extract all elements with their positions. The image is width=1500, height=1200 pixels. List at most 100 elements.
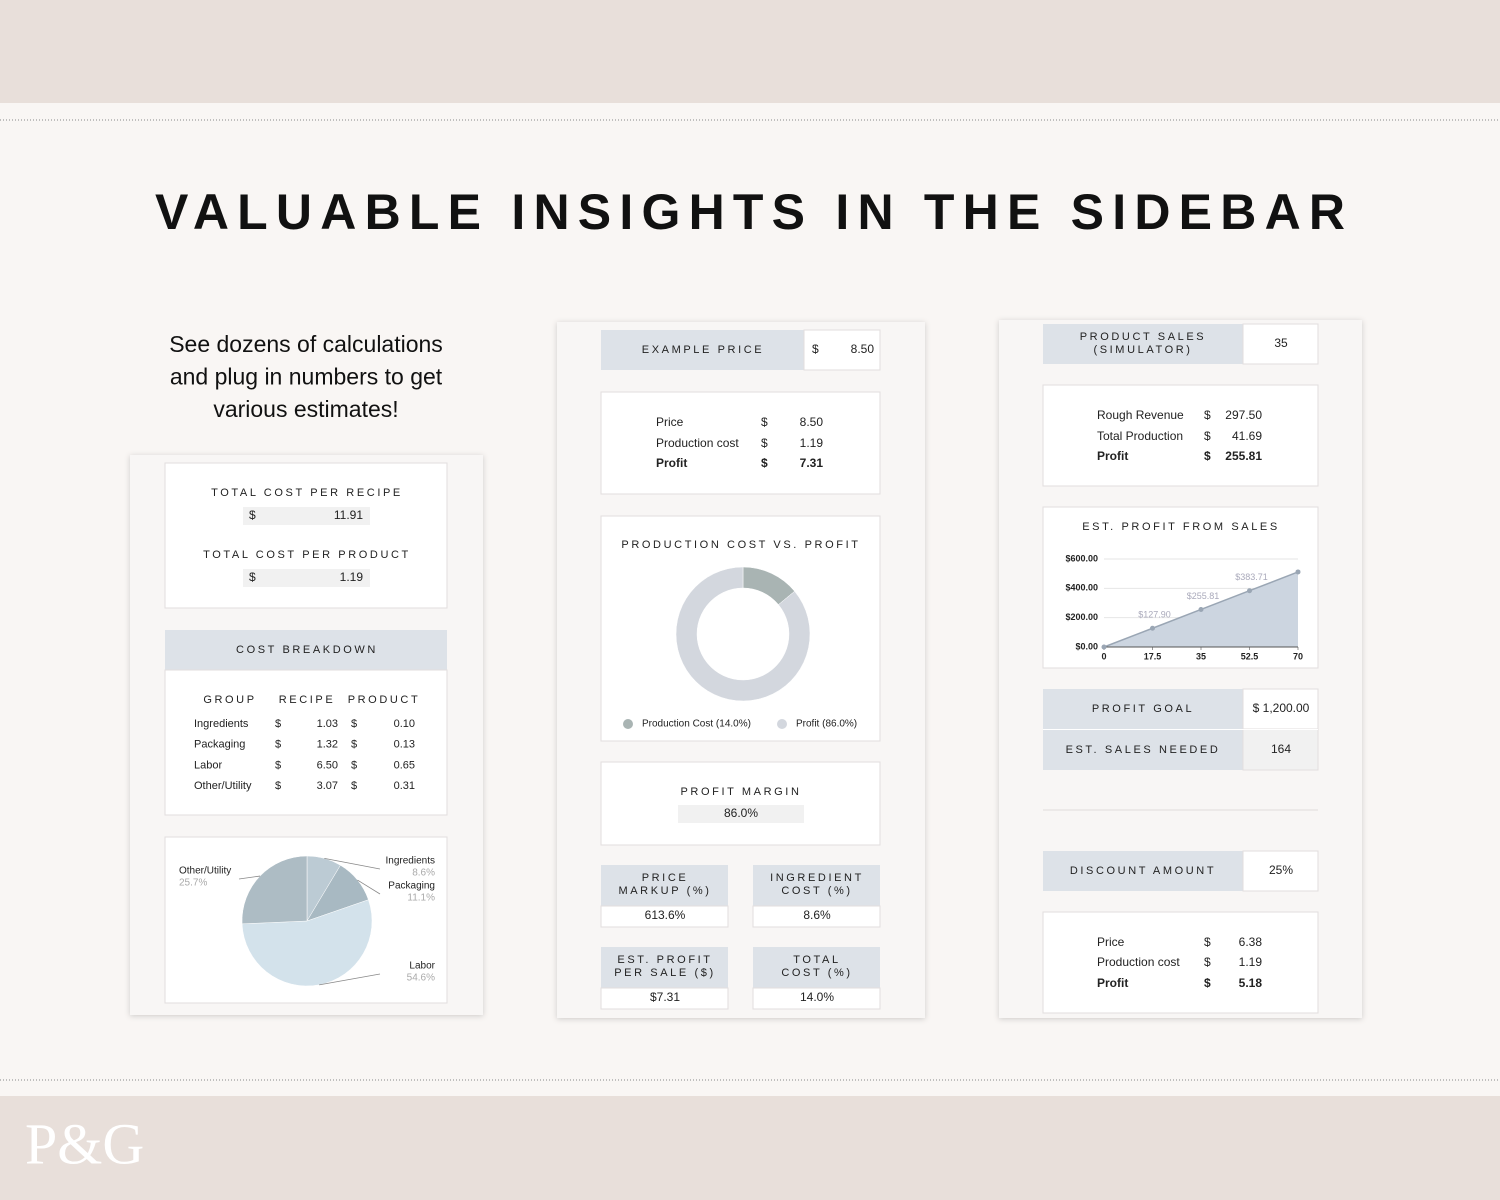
table-cell: 0.65 <box>394 759 415 771</box>
metric-label: COST (%) <box>781 967 852 979</box>
intro-text: See dozens of calculations <box>169 331 443 357</box>
input-label: DISCOUNT AMOUNT <box>1070 865 1216 877</box>
column-header: PRODUCT <box>348 694 421 706</box>
card <box>1042 911 1319 1014</box>
leader-line <box>324 857 381 870</box>
header-cell <box>165 630 447 670</box>
row-label: Profit <box>656 456 687 470</box>
point <box>1247 588 1252 594</box>
table-cell: $ <box>351 718 357 730</box>
slice-value: 25.7% <box>179 878 207 889</box>
input-value: $ 1,200.00 <box>1253 701 1310 715</box>
row-value: 1.19 <box>1239 955 1263 969</box>
cell <box>600 987 729 1010</box>
table-cell: 0.10 <box>394 718 415 730</box>
card <box>600 515 881 742</box>
cell <box>1242 323 1319 365</box>
input-label: EXAMPLE PRICE <box>642 344 764 356</box>
row-label: Rough Revenue <box>1097 408 1184 422</box>
point <box>1150 625 1155 631</box>
x-tick-label: 0 <box>1101 651 1106 661</box>
row-value: 255.81 <box>1225 449 1262 463</box>
currency: $ <box>761 436 768 450</box>
table-cell: $ <box>351 739 357 751</box>
row-value: 5.18 <box>1239 976 1263 990</box>
legend-label: Production Cost (14.0%) <box>642 719 751 730</box>
cell <box>600 905 729 928</box>
data-label: $383.71 <box>1235 572 1268 582</box>
table-cell: 0.13 <box>394 739 415 751</box>
metric-value: $7.31 <box>650 990 680 1004</box>
point <box>1101 644 1107 650</box>
x-tick-label: 35 <box>1196 651 1206 661</box>
x-tick-label: 17.5 <box>1144 651 1162 661</box>
row-label: Profit <box>1097 449 1128 463</box>
row-label: Total Production <box>1097 429 1183 443</box>
input-value: 25% <box>1269 863 1293 877</box>
input-value: 35 <box>1274 336 1288 350</box>
y-tick-label: $400.00 <box>1065 583 1098 593</box>
metric-label: TOTAL <box>793 954 840 966</box>
table-cell: 6.50 <box>317 759 338 771</box>
data-label: $127.90 <box>1138 610 1171 620</box>
currency: $ <box>249 508 256 522</box>
input-label: EST. SALES NEEDED <box>1066 744 1221 756</box>
currency: $ <box>812 342 819 356</box>
table-cell: Labor <box>194 759 222 771</box>
metric-label: TOTAL COST PER RECIPE <box>211 487 403 499</box>
top-band <box>0 0 1500 103</box>
row-label: Price <box>656 415 684 429</box>
table-cell: $ <box>351 759 357 771</box>
table-cell: $ <box>275 759 281 771</box>
slice-value: 8.6% <box>412 868 435 879</box>
y-tick-label: $200.00 <box>1065 612 1098 622</box>
input-label: (SIMULATOR) <box>1093 344 1192 356</box>
cell <box>752 987 881 1010</box>
input-value: 8.50 <box>851 342 875 356</box>
metric-label: INGREDIENT <box>770 872 864 884</box>
metric-value: 613.6% <box>645 908 686 922</box>
header-cell <box>753 865 880 906</box>
cell <box>678 805 804 823</box>
slice-label: Other/Utility <box>179 866 231 877</box>
row-value: 8.50 <box>800 415 824 429</box>
header-cell <box>601 865 728 906</box>
metric-label: COST (%) <box>781 885 852 897</box>
cell <box>243 569 370 587</box>
table-cell: $ <box>275 780 281 792</box>
currency: $ <box>1204 935 1211 949</box>
table-cell: $ <box>351 780 357 792</box>
legend-swatch <box>777 719 787 729</box>
slice <box>675 566 811 702</box>
table-cell: Other/Utility <box>194 780 252 792</box>
cell <box>1242 728 1319 771</box>
table-cell: 1.03 <box>317 718 338 730</box>
header-cell <box>601 947 728 988</box>
card <box>600 761 881 846</box>
table-cell: $ <box>275 718 281 730</box>
input-label: PROFIT GOAL <box>1092 703 1194 715</box>
cell <box>803 329 881 371</box>
slice-label: Labor <box>409 961 435 972</box>
metric-label: PROFIT MARGIN <box>681 786 802 798</box>
currency: $ <box>1204 429 1211 443</box>
metric-value: 8.6% <box>803 908 831 922</box>
header-cell <box>753 947 880 988</box>
page-title: VALUABLE INSIGHTS IN THE SIDEBAR <box>155 184 1345 240</box>
data-label: $255.81 <box>1187 591 1220 601</box>
currency: $ <box>761 415 768 429</box>
header-cell <box>601 330 804 370</box>
header-cell <box>1043 851 1243 891</box>
header-cell <box>1043 324 1243 364</box>
point <box>1295 569 1301 575</box>
slice-label: Ingredients <box>386 856 435 867</box>
row-label: Production cost <box>656 436 739 450</box>
row-label: Profit <box>1097 976 1128 990</box>
metric-label: TOTAL COST PER PRODUCT <box>203 549 411 561</box>
area <box>1104 571 1298 647</box>
metric-label: PRICE <box>642 872 689 884</box>
currency: $ <box>1204 955 1211 969</box>
metric-label: MARKUP (%) <box>618 885 711 897</box>
legend-swatch <box>623 719 633 729</box>
table-cell: 3.07 <box>317 780 338 792</box>
